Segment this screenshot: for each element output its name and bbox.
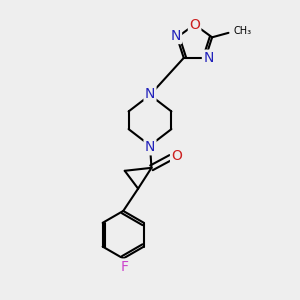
- Text: CH₃: CH₃: [234, 26, 252, 36]
- Text: O: O: [171, 149, 182, 163]
- Text: N: N: [145, 140, 155, 154]
- Text: N: N: [203, 51, 214, 65]
- Text: F: F: [121, 260, 129, 274]
- Text: O: O: [189, 18, 200, 32]
- Text: N: N: [170, 29, 181, 43]
- Text: N: N: [145, 86, 155, 100]
